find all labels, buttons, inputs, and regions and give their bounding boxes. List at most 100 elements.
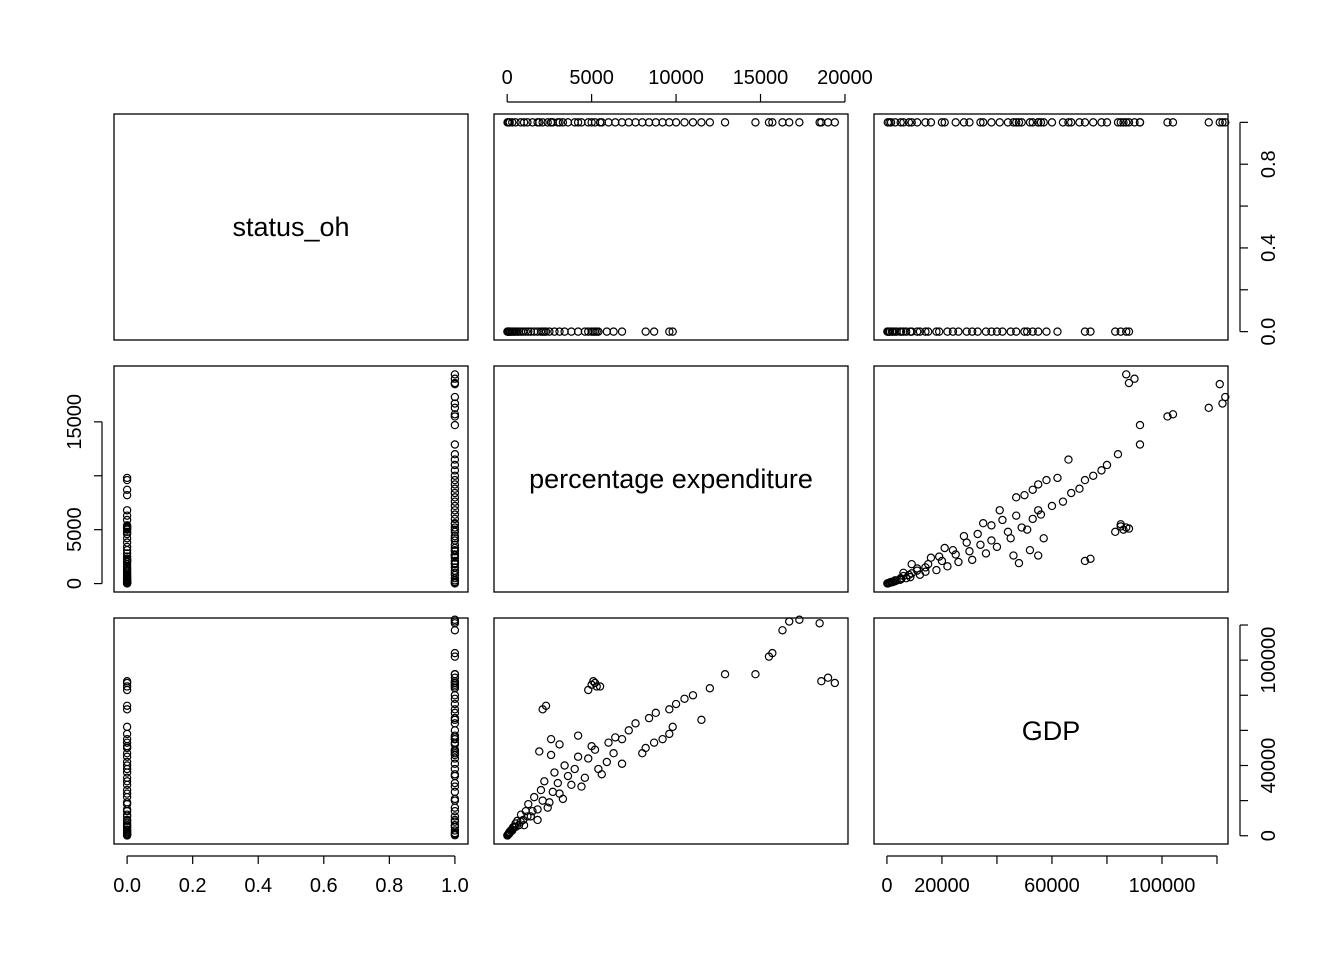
point [555,118,564,127]
point [524,327,533,336]
point [1025,545,1035,555]
point [1053,473,1062,483]
point [1025,118,1035,127]
point [450,450,460,459]
point [535,118,544,127]
point [122,729,132,739]
x-tick-label: 0.6 [310,875,338,897]
point [1014,558,1024,568]
point [584,754,593,763]
point [1218,118,1227,127]
y-tick-label: 0 [1258,830,1280,841]
point [573,752,583,761]
point [926,553,936,562]
point [1028,514,1037,524]
point [450,719,460,728]
point [886,577,896,587]
point [1014,118,1024,127]
point [526,812,536,821]
point [795,615,804,624]
point [560,761,569,770]
x-tick-label: 0 [502,67,513,89]
point [122,677,132,686]
point [998,515,1007,525]
x-tick-label: 5000 [569,67,614,89]
point [1089,118,1098,127]
point [555,789,564,798]
point [595,118,605,127]
point [450,545,460,555]
point [886,118,896,127]
point [602,327,612,336]
x-tick-label: 0.4 [244,875,272,897]
point [671,699,681,709]
point [1111,527,1120,537]
point [450,501,460,511]
point [505,828,514,838]
point [584,685,593,695]
point [1064,118,1073,127]
point [597,770,606,779]
point [658,118,667,127]
point [959,118,969,127]
point [577,782,586,791]
point [965,547,974,556]
point [1204,403,1213,413]
point [705,118,715,127]
point [505,118,514,127]
point [1097,466,1106,475]
point [978,118,988,127]
point [1058,118,1068,127]
point [641,743,650,753]
point [1119,525,1128,534]
point [1221,392,1230,402]
point [951,118,960,127]
point [450,563,460,572]
point [450,794,460,804]
point [450,534,460,543]
point [548,787,557,797]
point [1080,118,1090,127]
point [1067,488,1076,498]
point [1119,118,1128,127]
point [540,777,549,786]
y-tick-label: 0 [64,578,86,589]
panel-frame [493,365,849,593]
x-tick-label: 10000 [648,67,704,89]
point [940,118,949,127]
point [1221,118,1230,127]
point [573,118,583,127]
point [658,734,667,744]
point [590,745,600,754]
point [668,327,677,336]
point [817,677,826,686]
point [1204,118,1213,127]
point [546,750,556,760]
point [543,803,552,812]
point [954,557,963,567]
point [450,497,460,506]
point [1075,118,1084,127]
point [450,680,460,689]
point [611,733,620,742]
point [1215,118,1224,127]
point [1028,327,1037,336]
point [1009,118,1018,127]
x-tick-label: 0.0 [113,875,141,897]
point [904,570,914,580]
point [688,691,698,700]
point [1113,118,1123,127]
point [926,118,936,127]
point [538,705,547,714]
point [987,118,996,127]
point [940,543,949,553]
point [594,764,603,774]
point [720,118,730,127]
point [830,678,840,688]
point [1064,455,1073,464]
point [1089,471,1098,480]
point [907,327,916,336]
point [896,118,905,127]
point [450,806,460,816]
point [1009,551,1018,560]
